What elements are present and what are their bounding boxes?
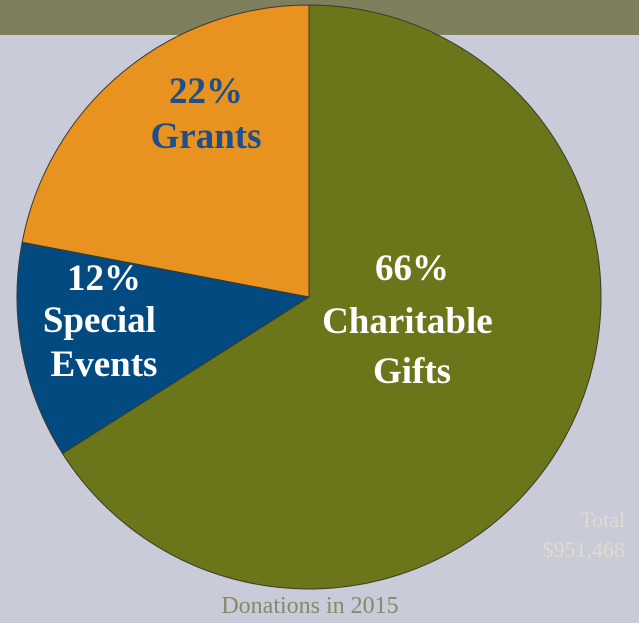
value-label: 22% bbox=[169, 71, 243, 112]
total-value: $951,468 bbox=[543, 537, 626, 562]
chart-title: Donations in 2015 bbox=[221, 593, 398, 619]
pie-slice bbox=[16, 241, 311, 455]
slice-label: Charitable Gifts bbox=[322, 301, 502, 392]
pie-slice bbox=[21, 4, 310, 298]
slice-label: Grants bbox=[151, 116, 262, 157]
pie-slice bbox=[61, 4, 602, 590]
slice-label: Special Events bbox=[43, 300, 165, 385]
pie bbox=[16, 4, 602, 590]
value-label: 12% bbox=[67, 258, 141, 299]
total-label: Total bbox=[580, 507, 625, 532]
value-label: 66% bbox=[375, 248, 449, 289]
